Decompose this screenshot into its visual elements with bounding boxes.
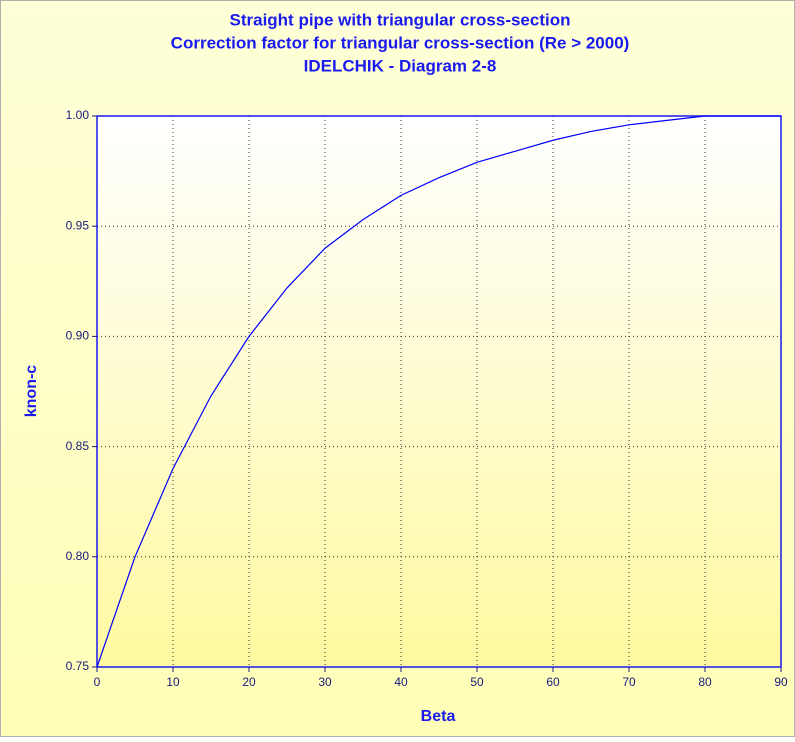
x-tick-label: 60 [546,675,560,689]
y-tick-label: 0.95 [66,218,90,232]
plot-area [97,116,781,667]
x-tick-label: 80 [698,675,712,689]
x-tick-label: 20 [242,675,256,689]
y-tick-label: 1.00 [66,108,90,122]
title: Straight pipe with triangular cross-sect… [230,10,571,29]
plot-frame [96,115,782,668]
x-tick-label: 0 [94,675,101,689]
y-axis-label: knon-c [23,365,40,418]
x-tick-label: 40 [394,675,408,689]
y-tick-label: 0.85 [66,439,90,453]
title: Correction factor for triangular cross-s… [171,33,630,52]
x-tick-label: 10 [166,675,180,689]
title: IDELCHIK - Diagram 2-8 [304,56,497,75]
line [96,115,781,668]
y-tick-label: 0.75 [66,659,90,673]
x-axis-label: Beta [421,708,456,725]
y-tick-label: 0.80 [66,549,90,563]
x-tick-label: 30 [318,675,332,689]
x-tick-label: 50 [470,675,484,689]
x-tick-label: 70 [622,675,636,689]
x-tick-label: 90 [774,675,788,689]
y-tick-label: 0.90 [66,329,90,343]
